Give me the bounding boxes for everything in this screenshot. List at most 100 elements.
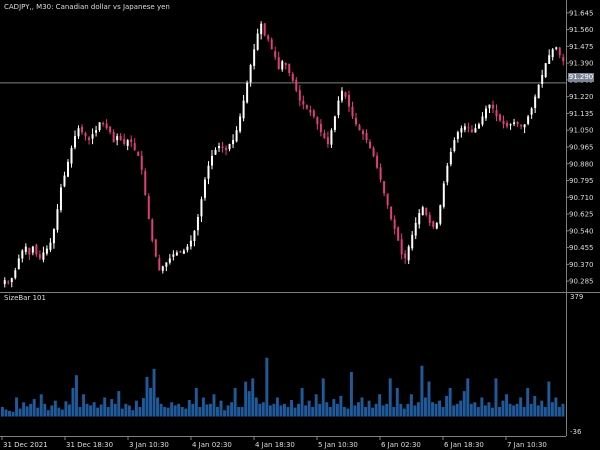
histogram-bar	[483, 405, 487, 417]
histogram-bar	[367, 400, 371, 417]
histogram-bar	[78, 407, 82, 417]
histogram-bar	[67, 404, 71, 417]
histogram-bar	[522, 407, 526, 417]
histogram-bar	[505, 394, 508, 417]
candle-body	[537, 84, 540, 99]
histogram-bar	[159, 403, 163, 417]
candle-body	[112, 131, 115, 143]
histogram-bar	[325, 402, 329, 417]
candle-body	[84, 133, 87, 137]
histogram-bar	[180, 407, 184, 417]
price-tick-label: 90.710	[569, 194, 594, 202]
price-tick-label: 91.645	[569, 9, 594, 17]
candle-body	[453, 140, 456, 151]
histogram-bar	[378, 394, 382, 417]
candle-body	[351, 106, 354, 117]
histogram-bar	[173, 405, 177, 417]
histogram-bar	[519, 397, 523, 417]
candle-body	[189, 240, 192, 247]
candle-body	[193, 230, 196, 241]
histogram-bar	[413, 405, 417, 417]
price-tick-label: 91.475	[569, 43, 594, 51]
candle-body	[435, 222, 438, 229]
candle-body	[470, 129, 473, 133]
histogram-bar	[170, 402, 174, 417]
histogram-bar	[99, 404, 103, 417]
histogram-bar	[494, 378, 498, 417]
histogram-bar	[434, 403, 438, 417]
histogram-bar	[554, 397, 558, 417]
candle-body	[411, 234, 414, 249]
candle-body	[123, 138, 126, 145]
candle-body	[253, 49, 256, 66]
candle-body	[165, 262, 168, 267]
histogram-bar	[194, 387, 198, 417]
histogram-bar	[476, 407, 480, 417]
candle-body	[98, 122, 101, 131]
candle-body	[449, 151, 452, 165]
histogram-bar	[163, 407, 167, 417]
histogram-bar	[300, 387, 304, 417]
price-tick-label: 90.880	[569, 160, 594, 168]
candle-body	[116, 136, 119, 141]
histogram-bar	[392, 407, 396, 417]
indicator-title: SizeBar 101	[4, 294, 46, 302]
histogram-bar	[371, 407, 375, 417]
candle-body	[260, 23, 263, 35]
candle-body	[344, 92, 347, 97]
histogram-bar	[103, 397, 107, 417]
candle-body	[21, 250, 24, 259]
candle-body	[186, 246, 189, 251]
candle-body	[246, 82, 249, 103]
candle-body	[28, 247, 31, 255]
candle-body	[130, 139, 133, 143]
histogram-bar	[22, 402, 26, 417]
histogram-bar	[402, 408, 406, 417]
histogram-bar	[18, 408, 22, 417]
histogram-bar	[543, 407, 547, 417]
time-tick-label: 4 Jan 02:30	[192, 441, 232, 449]
candle-body	[263, 23, 266, 36]
histogram-bar	[219, 400, 223, 417]
candle-body	[284, 63, 287, 66]
histogram-bar	[85, 403, 89, 417]
candle-body	[333, 116, 336, 130]
histogram-bar	[515, 403, 519, 417]
candle-body	[70, 147, 73, 164]
candle-body	[228, 144, 231, 150]
candle-body	[7, 281, 10, 283]
candle-body	[302, 101, 305, 105]
histogram-bar	[416, 402, 420, 417]
candle-body	[474, 128, 477, 133]
histogram-bar	[279, 405, 283, 417]
candle-body	[179, 251, 182, 253]
candle-body	[418, 213, 421, 225]
candle-body	[59, 187, 62, 211]
histogram-bar	[57, 407, 61, 417]
histogram-bar	[420, 365, 424, 417]
candle-body	[291, 73, 294, 81]
candle-body	[456, 132, 459, 139]
candle-body	[277, 57, 280, 70]
histogram-bar	[60, 409, 64, 417]
histogram-bar	[50, 405, 54, 417]
histogram-bar	[71, 387, 75, 417]
histogram-bar	[8, 410, 11, 417]
time-tick-label: 4 Jan 18:30	[255, 441, 295, 449]
histogram-bar	[212, 394, 216, 417]
histogram-bar	[82, 394, 85, 417]
histogram-bar	[540, 400, 544, 417]
candle-body	[484, 108, 487, 119]
histogram-bar	[399, 403, 403, 417]
histogram-bar	[311, 407, 315, 417]
histogram-bar	[25, 406, 29, 417]
candle-body	[506, 122, 509, 127]
candle-body	[225, 147, 228, 150]
time-tick-label: 6 Jan 02:30	[381, 441, 421, 449]
candle-body	[358, 125, 361, 131]
histogram-bar	[156, 397, 160, 417]
histogram-bar	[184, 408, 188, 417]
candle-body	[207, 165, 210, 179]
histogram-bar	[487, 402, 491, 417]
